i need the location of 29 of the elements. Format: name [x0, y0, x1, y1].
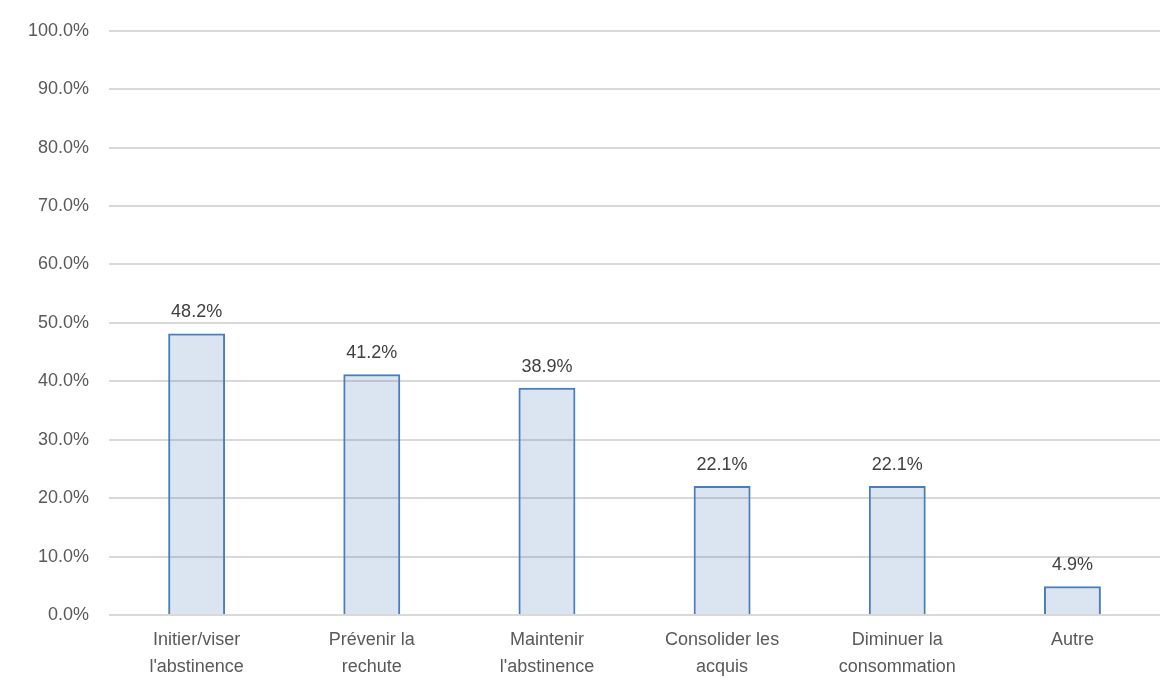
y-tick-label: 90.0% [38, 78, 90, 99]
x-tick-label: Consolider les acquis [665, 629, 780, 677]
y-tick-label: 60.0% [38, 253, 90, 274]
bar [168, 333, 226, 614]
bar [343, 374, 401, 614]
y-tick-label: 70.0% [38, 195, 90, 216]
x-tick-label: Maintenir l'abstinence [499, 629, 595, 677]
data-label: 4.9% [1051, 554, 1093, 575]
bar [518, 387, 576, 614]
y-tick-label: 40.0% [38, 370, 90, 391]
x-tick-label: Diminuer la consommation [838, 629, 956, 677]
data-label: 48.2% [171, 301, 223, 322]
data-label: 22.1% [871, 453, 923, 474]
y-tick-label: 0.0% [48, 603, 90, 624]
x-tick-label: Prévenir la rechute [328, 629, 416, 677]
y-tick-label: 50.0% [38, 311, 90, 332]
y-tick-label: 10.0% [38, 545, 90, 566]
y-tick-label: 100.0% [27, 19, 90, 40]
data-label: 38.9% [521, 355, 573, 376]
bar [868, 485, 926, 614]
data-label: 41.2% [346, 342, 398, 363]
y-tick-label: 20.0% [38, 487, 90, 508]
x-tick-label: Initier/viser l'abstinence [149, 629, 244, 677]
y-tick-label: 30.0% [38, 428, 90, 449]
x-tick-label: Autre [1050, 629, 1094, 650]
bar [1043, 586, 1101, 614]
bar [693, 485, 751, 614]
data-label: 22.1% [696, 453, 748, 474]
y-tick-label: 80.0% [38, 136, 90, 157]
